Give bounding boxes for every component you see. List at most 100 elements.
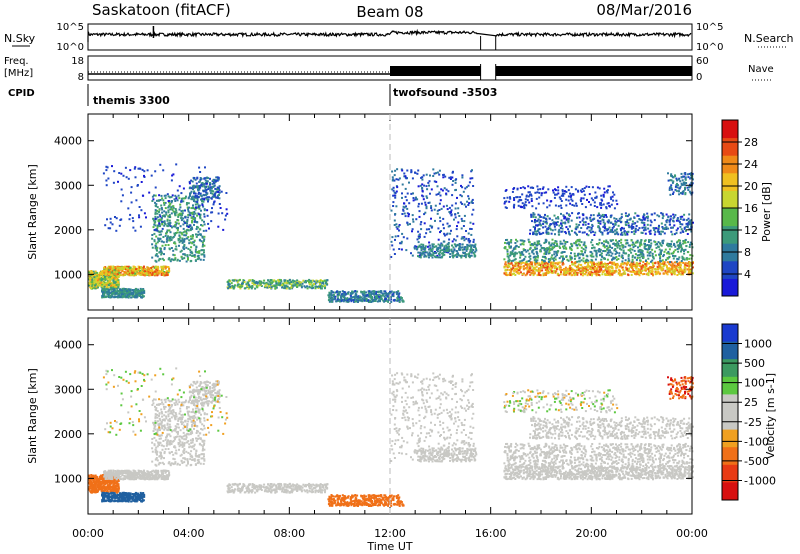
power-cell (224, 218, 227, 221)
power-cell (138, 206, 141, 208)
power-cell (644, 243, 646, 245)
power-cell (334, 291, 337, 294)
power-cell (688, 265, 691, 268)
power-cell (431, 256, 434, 259)
power-cell (582, 248, 585, 251)
power-cell (432, 254, 435, 257)
power-cell (615, 258, 618, 261)
power-cell (684, 238, 687, 241)
power-cell (172, 206, 175, 209)
power-cell (599, 248, 602, 251)
power-cell (644, 265, 647, 268)
power-cell (234, 284, 236, 287)
power-cell (439, 249, 442, 252)
power-cell (217, 212, 220, 215)
power-cell (351, 292, 354, 295)
power-cell (555, 268, 558, 271)
power-cell (584, 251, 586, 254)
power-cell (438, 252, 440, 255)
power-cell (225, 192, 228, 194)
power-cell (418, 210, 421, 213)
power-cell (105, 169, 108, 172)
power-cell (529, 247, 532, 250)
power-cell (377, 291, 380, 294)
power-cell (154, 215, 157, 218)
power-cell (603, 270, 606, 273)
power-cell (688, 257, 691, 260)
power-cell (532, 274, 535, 277)
power-cell (371, 290, 374, 293)
power-cell (468, 256, 471, 259)
power-cell (198, 191, 200, 194)
power-cell (125, 271, 128, 274)
power-cell (216, 186, 219, 189)
power-cell (414, 245, 417, 248)
power-cell (157, 259, 160, 262)
power-cell (657, 262, 660, 265)
power-cell (472, 241, 475, 243)
power-cell (190, 179, 193, 182)
power-cell (89, 272, 92, 275)
power-cell (187, 202, 190, 205)
power-cell (425, 207, 428, 210)
power-cell (436, 212, 439, 215)
power-cell (605, 270, 608, 273)
power-cell (634, 272, 636, 275)
power-cell (526, 265, 529, 268)
power-cell (222, 228, 225, 231)
power-cell (397, 235, 400, 238)
power-cell (163, 253, 165, 256)
power-cell (510, 260, 513, 263)
power-cell (433, 252, 436, 255)
power-cell (175, 248, 178, 251)
power-cell (185, 195, 187, 198)
power-cell (613, 249, 616, 252)
power-cell (550, 256, 553, 259)
power-cell (180, 199, 183, 202)
power-cell (512, 267, 515, 269)
power-cell (365, 294, 368, 297)
power-cell (91, 283, 94, 286)
power-cell (688, 213, 691, 216)
power-cell (334, 295, 337, 298)
power-cell (529, 244, 532, 247)
power-cell (651, 248, 654, 251)
power-cell (640, 249, 643, 252)
power-cell (536, 252, 539, 255)
power-cell (358, 298, 361, 301)
power-cell (129, 169, 132, 172)
power-cell (602, 257, 605, 260)
power-cell (510, 239, 513, 241)
power-cell (440, 252, 443, 255)
power-cell (402, 205, 405, 208)
power-cell (251, 285, 254, 287)
power-cell (199, 186, 202, 189)
power-cell (241, 285, 243, 288)
power-cell (412, 197, 415, 199)
power-cell (439, 256, 442, 259)
power-cell (511, 264, 514, 267)
power-cell (176, 228, 179, 231)
power-cell (158, 194, 161, 197)
power-cell (117, 290, 119, 293)
power-cell (296, 279, 299, 282)
power-cell (428, 241, 431, 244)
power-cell (637, 269, 640, 271)
power-cell (153, 240, 156, 243)
power-cell (415, 218, 418, 221)
power-cell (503, 266, 506, 269)
power-cell (179, 225, 182, 228)
power-cell (391, 293, 394, 296)
power-cell (622, 257, 624, 260)
power-cell (682, 240, 685, 242)
power-cell (113, 296, 116, 299)
power-cell (300, 285, 303, 288)
power-cell (678, 256, 681, 259)
power-cell (437, 193, 440, 195)
power-cell (528, 263, 531, 266)
power-cell (196, 202, 199, 205)
power-cell (429, 192, 431, 195)
power-cell (589, 250, 592, 253)
power-cell (378, 295, 381, 298)
